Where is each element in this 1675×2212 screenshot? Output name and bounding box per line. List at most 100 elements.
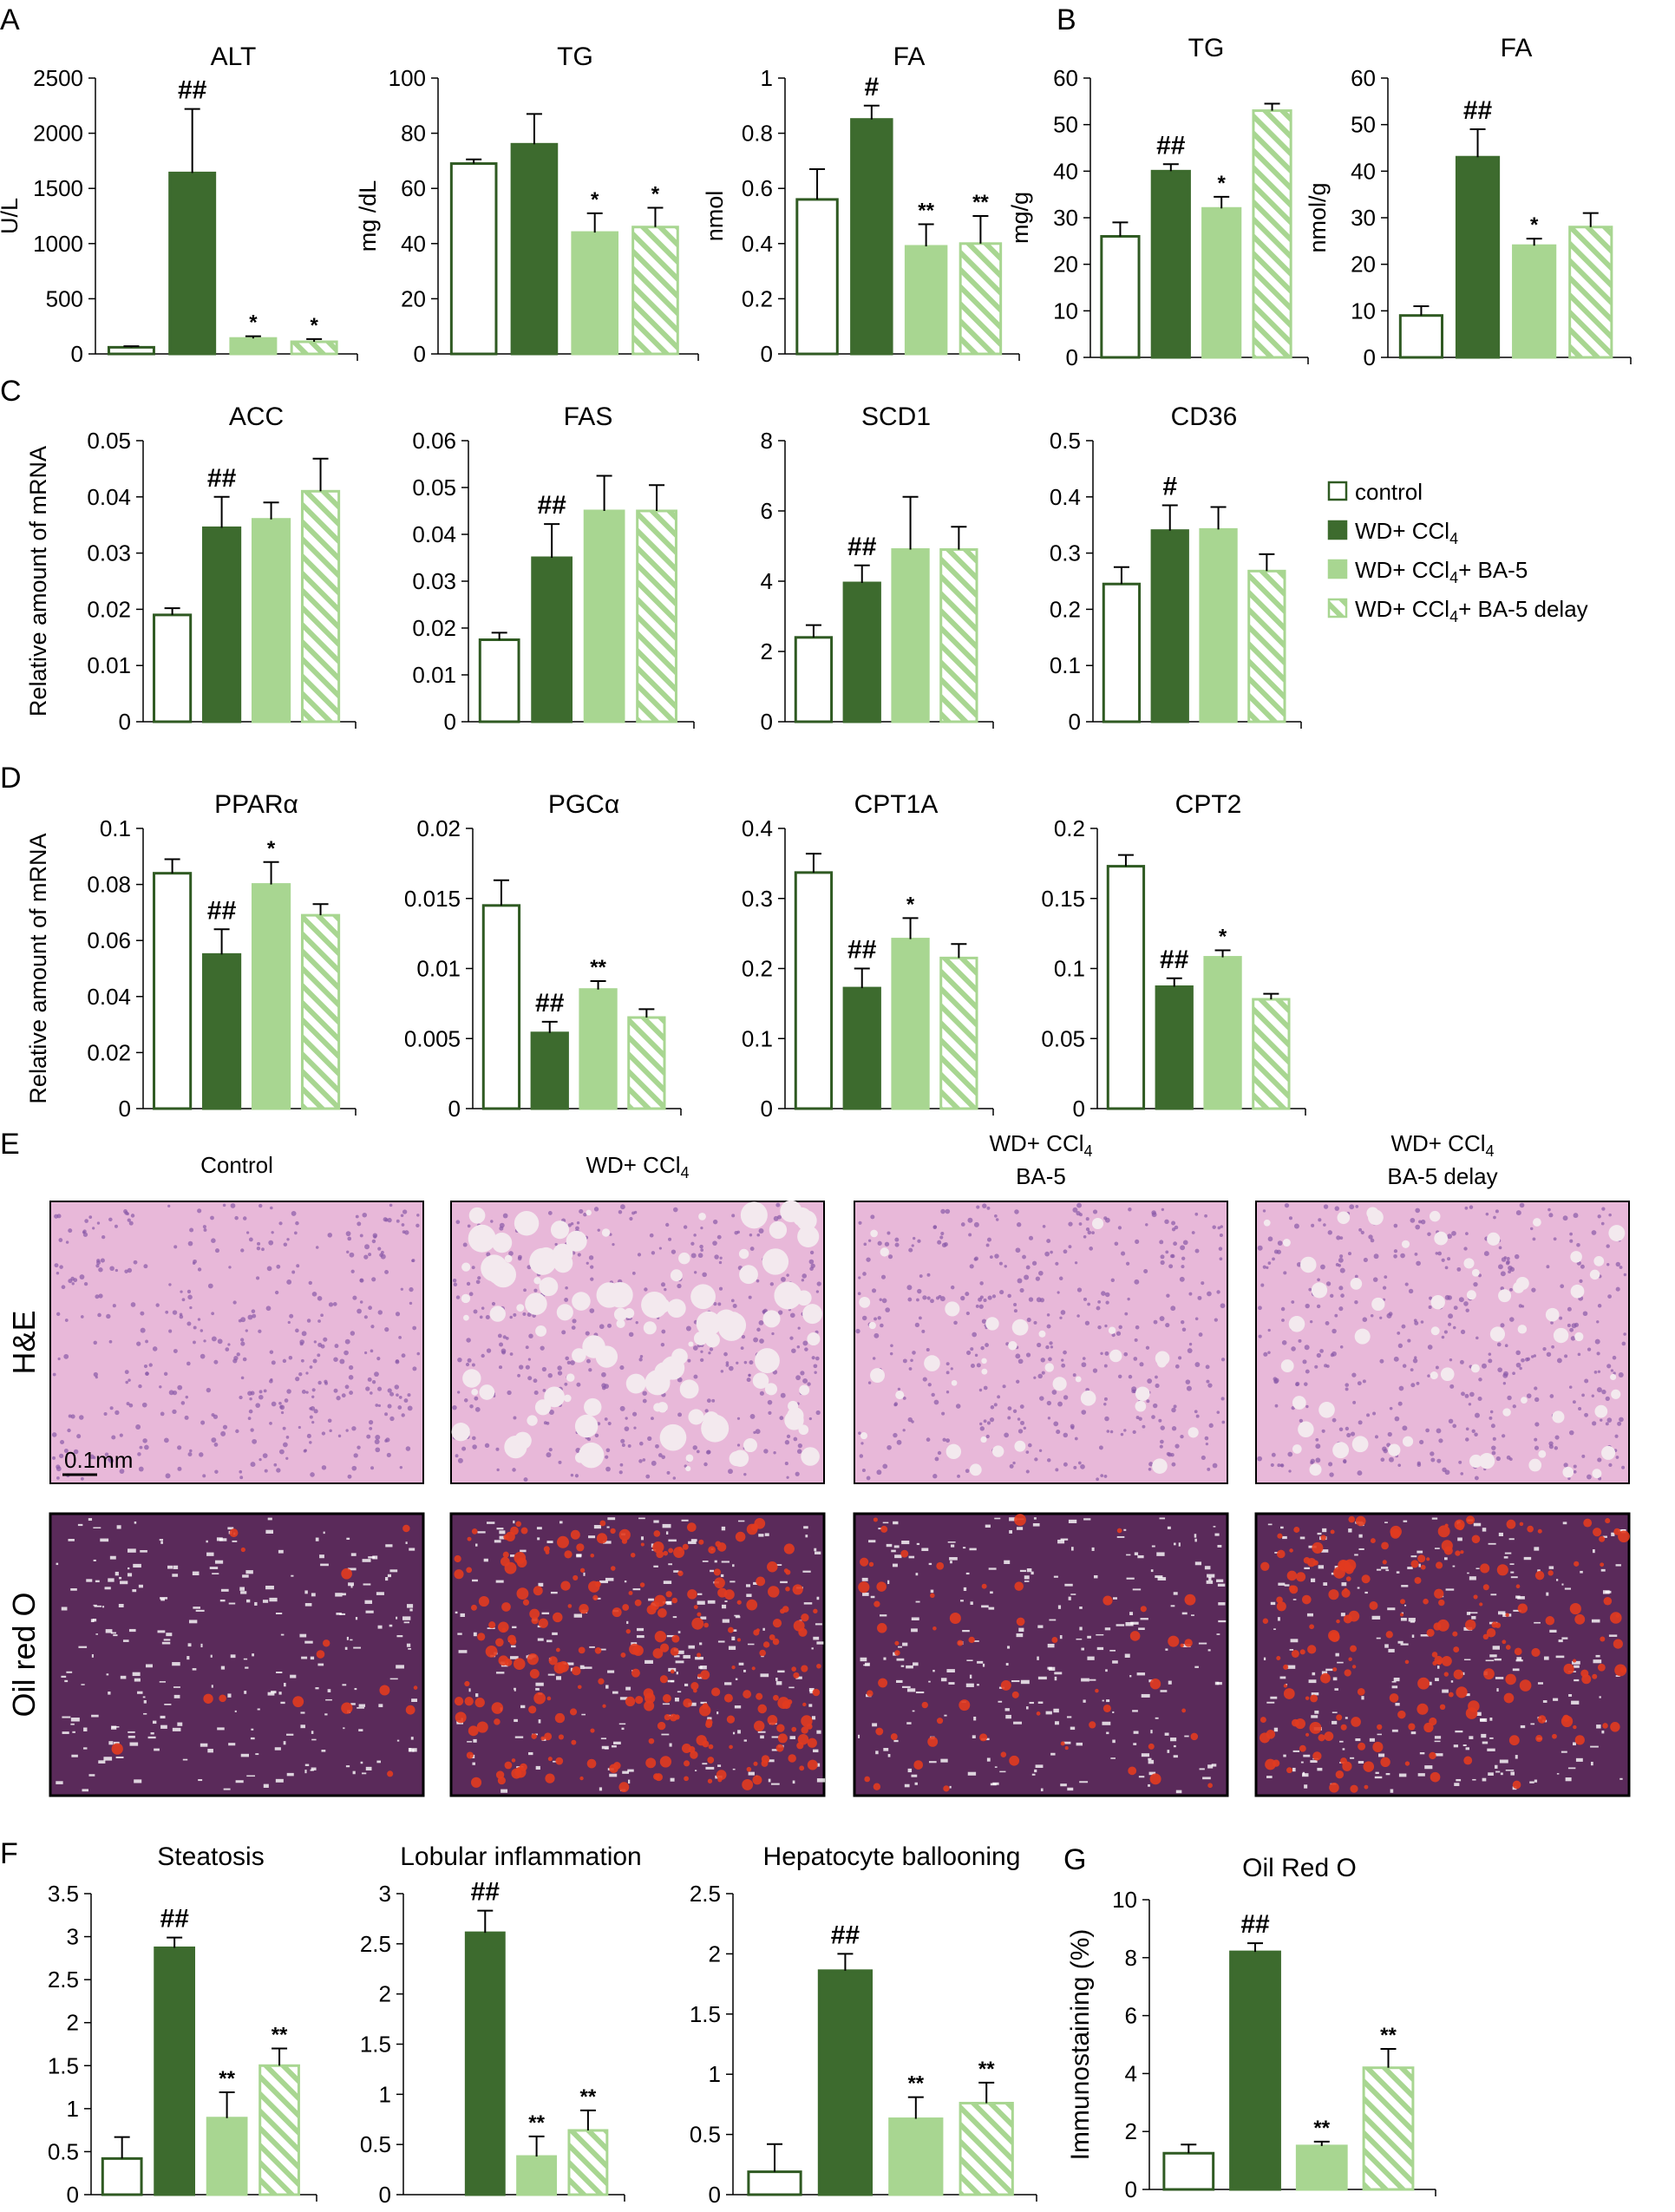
significance-label: ##	[207, 896, 237, 925]
bar-control	[449, 162, 498, 356]
significance-label: ##	[1240, 1910, 1270, 1939]
bar-control	[107, 345, 155, 356]
y-tick-label: 6	[761, 498, 773, 524]
y-tick-label: 0.01	[412, 662, 456, 688]
significance-label: ##	[847, 936, 877, 965]
bar-ba5-delay	[636, 509, 677, 723]
chart-d-cpt1a: 0 0.1 0.2 0.3 0.4 CPT1A ## *	[742, 790, 994, 1122]
bar-wd-ccl4	[817, 1969, 873, 2196]
bar-wd-ccl4	[510, 142, 559, 356]
y-tick-label: 0	[761, 709, 773, 735]
y-tick-label: 80	[401, 121, 426, 147]
chart-f-ballooning: 0 0.5 1 1.5 2 2.5 Hepatocyte ballooning ## ** **	[690, 1842, 1037, 2208]
legend-swatch-wd-ccl4	[1327, 520, 1348, 540]
significance-label: *	[1530, 213, 1539, 237]
y-tick-label: 10	[1053, 298, 1078, 324]
legend-label-ba5: WD+ CCl4+ BA-5	[1355, 557, 1528, 586]
significance-label: **	[972, 191, 989, 214]
y-tick-label: 0	[71, 341, 83, 367]
y-axis-label: nmol	[702, 191, 728, 242]
y-tick-label: 0.4	[1050, 484, 1081, 510]
y-tick-label: 0.06	[87, 927, 131, 953]
y-tick-label: 0.3	[742, 886, 773, 912]
bar-ba5	[251, 518, 291, 723]
y-tick-label: 2.5	[48, 1967, 79, 1993]
bar-ba5-delay	[959, 242, 1003, 356]
bar-wd-ccl4	[1155, 985, 1194, 1110]
bar-ba5-delay	[567, 2129, 609, 2196]
legend-swatch-ba5-delay	[1327, 598, 1348, 618]
y-tick-label: 60	[1053, 65, 1078, 91]
chart-d-ppara: 0 0.02 0.04 0.06 0.08 0.1 PPARα Relative amount…	[25, 790, 357, 1122]
bar-wd-ccl4	[531, 556, 573, 723]
y-tick-label: 0.04	[87, 484, 131, 510]
y-axis-label: Relative amount of mRNA	[25, 833, 51, 1103]
y-tick-label: 50	[1351, 112, 1376, 138]
oil-red-o-micrograph	[853, 1512, 1229, 1797]
bar-ba5	[888, 2117, 944, 2196]
chart-title: CD36	[1171, 402, 1238, 431]
bar-wd-ccl4	[1150, 169, 1191, 359]
significance-label: ##	[1156, 131, 1186, 160]
y-tick-label: 4	[1125, 2060, 1137, 2086]
legend-label-wd-ccl4: WD+ CCl4	[1355, 518, 1458, 547]
chart-c-cd36: 0 0.1 0.2 0.3 0.4 0.5 CD36 #	[1050, 402, 1302, 735]
bar-ba5	[891, 938, 930, 1110]
y-tick-label: 0.01	[416, 956, 461, 982]
y-tick-label: 0.1	[1050, 652, 1081, 678]
chart-f-steatosis: 0 0.5 1 1.5 2 2.5 3 3.5 Steatosis ## ** **	[48, 1842, 317, 2208]
chart-title: FA	[893, 43, 926, 71]
chart-title: ALT	[211, 43, 257, 71]
chart-d-cpt2: 0 0.05 0.1 0.15 0.2 CPT2 ## *	[1041, 790, 1306, 1122]
bar-ba5-delay	[1252, 109, 1292, 359]
y-tick-label: 0.03	[87, 540, 131, 566]
y-tick-label: 4	[761, 568, 773, 594]
significance-label: *	[1218, 172, 1227, 195]
significance-label: #	[1162, 473, 1177, 501]
y-tick-label: 1	[709, 2061, 721, 2087]
y-tick-label: 0	[414, 341, 426, 367]
bar-control	[153, 872, 193, 1110]
y-tick-label: 10	[1112, 1887, 1137, 1913]
y-tick-label: 10	[1351, 298, 1376, 324]
hne-micrograph	[49, 1201, 424, 1484]
significance-label: *	[267, 837, 276, 861]
chart-title: SCD1	[861, 402, 931, 431]
hne-micrograph	[854, 1201, 1228, 1484]
bar-control	[478, 638, 520, 723]
chart-b-fa: 0 10 20 30 40 50 60 FA nmol/g ## *	[1305, 34, 1632, 370]
bar-control	[1100, 234, 1141, 359]
micrograph-row-label: Oil red O	[6, 1592, 42, 1717]
bar-control	[794, 636, 834, 723]
chart-a-tg: 0 20 40 60 80 100 TG mg /dL * *	[355, 43, 699, 367]
bar-ba5-delay	[1568, 226, 1613, 359]
chart-title: Lobular inflammation	[400, 1842, 641, 1871]
y-tick-label: 30	[1053, 205, 1078, 231]
bar-wd-ccl4	[1229, 1950, 1281, 2191]
y-tick-label: 0	[1066, 344, 1078, 370]
bar-ba5	[206, 2117, 248, 2196]
y-tick-label: 2.5	[690, 1881, 721, 1907]
panel-letter-b: B	[1057, 3, 1076, 36]
y-tick-label: 0.08	[87, 872, 131, 898]
scale-bar-label: 0.1mm	[64, 1447, 133, 1473]
bar-ba5	[1295, 2144, 1348, 2191]
y-tick-label: 0	[761, 341, 773, 367]
bar-ba5	[571, 231, 619, 356]
significance-label: **	[918, 200, 934, 223]
bar-wd-ccl4	[1150, 529, 1189, 723]
y-tick-label: 0.4	[742, 815, 773, 841]
y-tick-label: 6	[1125, 2003, 1137, 2029]
y-tick-label: 0.6	[742, 175, 773, 201]
significance-label: *	[1219, 926, 1227, 949]
significance-label: **	[1380, 2024, 1397, 2047]
panel-letter-e: E	[0, 1128, 20, 1161]
legend-label-ba5-delay: WD+ CCl4+ BA-5 delay	[1355, 596, 1588, 625]
y-tick-label: 0	[709, 2182, 721, 2208]
significance-label: *	[249, 311, 258, 335]
y-tick-label: 0.05	[1041, 1025, 1085, 1051]
y-tick-label: 40	[1351, 158, 1376, 184]
chart-title: TG	[557, 43, 593, 71]
y-tick-label: 0.05	[412, 474, 456, 501]
panel-letters: A B C D E F G	[0, 3, 1086, 1876]
